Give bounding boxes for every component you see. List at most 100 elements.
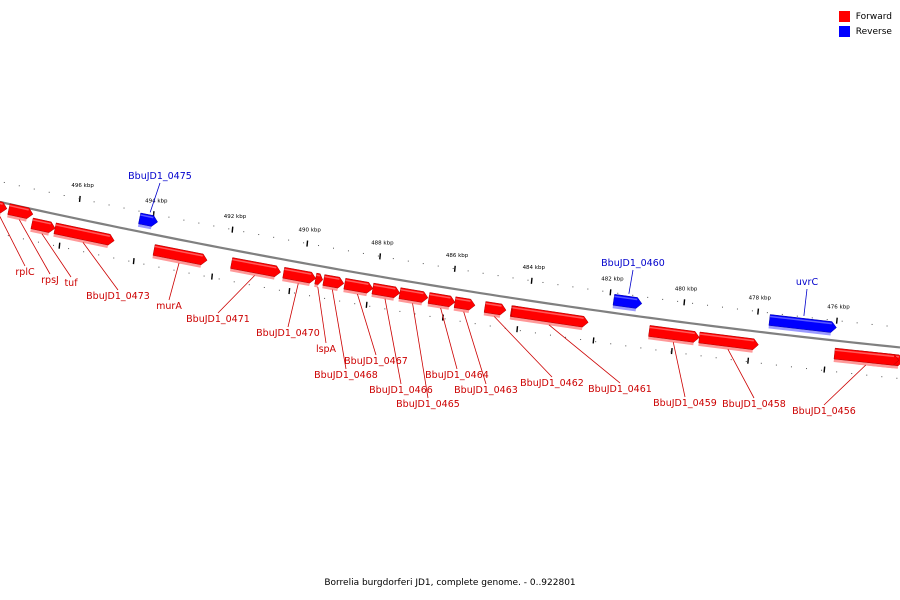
gene-mura[interactable]	[152, 244, 208, 268]
gene-bbujd1-0467[interactable]	[343, 278, 374, 297]
minor-tick	[745, 360, 747, 362]
genome-backbone	[0, 200, 900, 349]
gene-bbujd1-0463[interactable]	[453, 296, 476, 313]
minor-tick	[685, 353, 687, 355]
minor-tick	[721, 306, 723, 308]
gene-rpsj[interactable]	[7, 203, 34, 222]
gene-label[interactable]: tuf	[64, 278, 78, 289]
gene-bbujd1-0464[interactable]	[427, 292, 456, 310]
minor-tick	[3, 181, 5, 183]
minor-tick	[108, 204, 110, 206]
gene-shadow	[137, 223, 152, 230]
major-tick	[288, 288, 291, 295]
minor-tick	[625, 345, 627, 347]
gene-bbujd1-0470[interactable]	[282, 267, 317, 286]
minor-tick	[662, 298, 664, 300]
gene-label[interactable]: BbuJD1_0468	[314, 370, 378, 381]
gene-shadow	[343, 289, 367, 297]
gene-bbujd1-0456[interactable]	[833, 347, 900, 369]
major-tick	[58, 242, 61, 249]
minor-tick	[580, 339, 582, 341]
minor-tick	[826, 319, 828, 321]
gene-arrow	[833, 347, 900, 366]
minor-tick	[362, 252, 364, 254]
gene-bbujd1-0460[interactable]	[612, 294, 643, 312]
gene-label[interactable]: BbuJD1_0460	[601, 258, 665, 269]
leader-line	[168, 262, 180, 301]
gene-bbujd1-0465[interactable]	[398, 287, 429, 306]
gene-shadow	[612, 305, 636, 312]
gene-features	[0, 201, 900, 369]
minor-tick	[886, 325, 888, 327]
gene-bbujd1-0468[interactable]	[322, 274, 345, 291]
minor-tick	[677, 300, 679, 302]
minor-tick	[549, 334, 551, 336]
major-tick	[747, 357, 750, 364]
forward-label: Forward	[855, 11, 892, 22]
gene-bbujd1-0471[interactable]	[230, 257, 281, 280]
reverse-swatch	[838, 26, 850, 37]
minor-tick	[233, 281, 235, 283]
gene-label[interactable]: lspA	[316, 344, 337, 355]
minor-tick	[821, 369, 823, 371]
gene-label[interactable]: BbuJD1_0470	[256, 328, 320, 339]
gene-label[interactable]: BbuJD1_0466	[369, 385, 433, 396]
gene-bbujd1-0475[interactable]	[137, 212, 158, 230]
minor-tick	[715, 357, 717, 359]
gene-label[interactable]: rplC	[15, 267, 35, 278]
gene-label[interactable]: BbuJD1_0461	[588, 384, 652, 395]
gene-label[interactable]: BbuJD1_0462	[520, 378, 584, 389]
leader-line	[412, 303, 429, 399]
minor-tick	[444, 318, 446, 320]
gene-label[interactable]: murA	[156, 301, 182, 312]
legend-forward: Forward	[838, 9, 892, 24]
major-tick	[211, 273, 214, 280]
minor-tick	[610, 343, 612, 345]
gene-lspa[interactable]	[314, 272, 323, 288]
gene-highlight	[455, 298, 471, 302]
leader-line	[628, 269, 634, 294]
gene-rplc[interactable]	[0, 201, 8, 216]
gene-label[interactable]: BbuJD1_0465	[396, 399, 460, 410]
minor-tick	[602, 290, 604, 292]
minor-tick	[489, 325, 491, 327]
leader-line	[384, 298, 402, 385]
gene-bbujd1-0466[interactable]	[371, 282, 401, 301]
gene-bbujd1-0461[interactable]	[510, 305, 589, 331]
leader-line	[548, 324, 621, 384]
gene-label[interactable]: BbuJD1_0456	[792, 406, 856, 417]
minor-tick	[474, 323, 476, 325]
minor-tick	[37, 241, 39, 243]
gene-bbujd1-0473[interactable]	[53, 222, 115, 248]
gene-shadow	[453, 307, 470, 313]
gene-label[interactable]: BbuJD1_0458	[722, 399, 786, 410]
gene-bbujd1-0462[interactable]	[483, 301, 507, 318]
gene-label[interactable]: BbuJD1_0463	[454, 385, 518, 396]
leader-line	[331, 289, 347, 370]
minor-tick	[347, 250, 349, 252]
minor-tick	[736, 308, 738, 310]
tick-label: 476 kbp	[827, 305, 850, 311]
gene-uvrc[interactable]	[768, 314, 837, 336]
reverse-label: Reverse	[855, 26, 892, 37]
minor-tick	[354, 303, 356, 305]
gene-label[interactable]: BbuJD1_0475	[128, 171, 192, 182]
gene-labels: rplC rpsJ tuf BbuJD1_0475 BbuJD1_0473 murA Bbu…	[15, 171, 855, 417]
minor-tick	[557, 284, 559, 286]
gene-label[interactable]: BbuJD1_0471	[186, 314, 250, 325]
gene-label[interactable]: BbuJD1_0467	[344, 356, 408, 367]
gene-bbujd1-0459[interactable]	[648, 325, 700, 346]
minor-tick	[123, 207, 125, 209]
gene-bbujd1-0458[interactable]	[698, 331, 759, 353]
minor-tick	[881, 376, 883, 378]
gene-label[interactable]: BbuJD1_0459	[653, 398, 717, 409]
gene-label[interactable]: uvrC	[796, 277, 819, 288]
gene-arrow	[768, 314, 837, 333]
minor-tick	[617, 292, 619, 294]
gene-label[interactable]: BbuJD1_0464	[425, 370, 489, 381]
major-tick	[453, 265, 456, 272]
leader-line	[357, 293, 377, 356]
gene-label[interactable]: rpsJ	[41, 275, 59, 286]
gene-tuf[interactable]	[30, 217, 56, 236]
gene-label[interactable]: BbuJD1_0473	[86, 291, 150, 302]
